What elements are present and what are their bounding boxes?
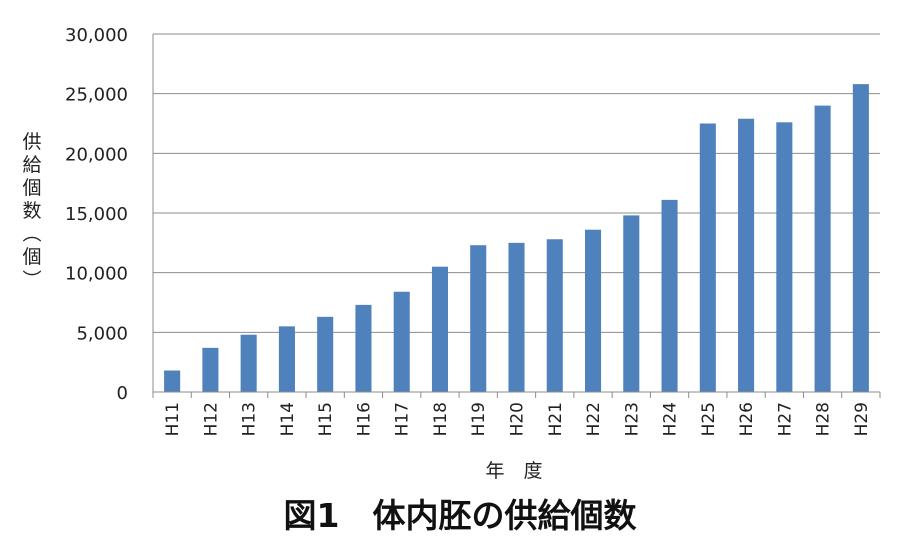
x-tick-label: H19 [469, 402, 489, 436]
gridlines [153, 33, 880, 333]
bar [240, 334, 257, 392]
y-tick-label: 30,000 [65, 25, 128, 46]
x-tick-label: H22 [584, 402, 604, 436]
y-axis-label-char: 個 [22, 246, 41, 268]
bar [393, 291, 410, 392]
y-tick-label: 20,000 [65, 144, 128, 165]
x-tick-label: H26 [737, 402, 757, 436]
bar [623, 215, 640, 392]
y-axis-label-char: 給 [22, 154, 41, 176]
y-tick-label: 0 [117, 383, 128, 404]
y-tick-label: 10,000 [65, 264, 128, 285]
x-tick-label: H23 [622, 402, 642, 436]
bar [546, 239, 563, 392]
axes [152, 34, 881, 398]
x-tick-label: H29 [852, 402, 872, 436]
bar [317, 316, 334, 392]
x-tick-label: H11 [163, 402, 183, 436]
y-tick-label: 15,000 [65, 204, 128, 225]
bars [164, 84, 869, 393]
bar [584, 229, 602, 392]
bar [202, 347, 219, 392]
bar [508, 242, 525, 392]
x-tick-labels: H11 H12 H13 H14 H15 H16 H17 H18 H19 H20 H21 H22 H23 H… [163, 402, 872, 436]
bar [661, 199, 678, 392]
bar [431, 266, 449, 392]
bar [699, 123, 716, 392]
y-tick-label: 5,000 [76, 323, 128, 344]
x-tick-label: H28 [814, 402, 834, 436]
x-tick-label: H14 [278, 402, 298, 436]
y-axis-label-char: 数 [22, 200, 41, 222]
bar [738, 118, 755, 392]
y-axis-label-char: （ [20, 223, 42, 242]
bar [852, 84, 869, 393]
y-tick-label: 25,000 [65, 85, 128, 106]
y-axis-label: 供給個数（個） [20, 131, 42, 289]
x-tick-label: H13 [240, 402, 260, 436]
y-tick-labels: 0 5,000 10,000 15,000 20,000 25,000 30,000 [65, 25, 128, 404]
x-tick-label: H18 [431, 402, 451, 436]
y-axis-label-char: 供 [22, 131, 41, 153]
x-tick-label: H15 [316, 402, 336, 436]
bar [278, 326, 295, 392]
bar [814, 105, 831, 392]
bar [470, 245, 487, 392]
bar [164, 370, 181, 392]
bar [355, 304, 372, 392]
y-axis-label-char: 個 [22, 177, 41, 199]
bar [776, 122, 793, 392]
x-tick-label: H27 [775, 402, 795, 436]
x-tick-label: H20 [508, 402, 528, 436]
chart-title: 図1 体内胚の供給個数 [284, 496, 638, 535]
x-tick-label: H12 [201, 402, 221, 436]
x-tick-label: H25 [699, 402, 719, 436]
x-tick-label: H17 [393, 402, 413, 436]
y-axis-label-char: ） [20, 269, 42, 288]
x-tick-label: H16 [354, 402, 374, 436]
x-tick-label: H21 [546, 402, 566, 436]
x-tick-label: H24 [661, 402, 681, 436]
x-axis-label: 年 度 [485, 460, 542, 482]
